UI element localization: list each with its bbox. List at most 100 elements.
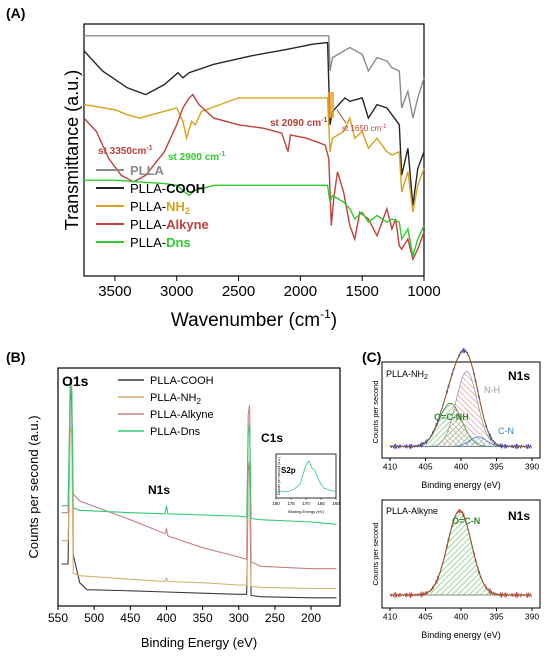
annotation-st2090: st 2090 cm-1 (270, 117, 327, 129)
series-a-cooh (83, 41, 425, 206)
axis-a-tick-label-2000: 2000 (284, 283, 317, 300)
chart-c1-comp-cn: C-N (498, 426, 514, 436)
inset-tick-label-170: 170 (302, 501, 310, 506)
axis-a-tick-label-1000: 1000 (407, 283, 440, 300)
chart-c1-tick-label-395: 395 (489, 462, 503, 472)
inset-frame (275, 453, 337, 499)
chart-c2-tick-label-405: 405 (418, 612, 432, 622)
peak-label-o1s: O1s (62, 373, 89, 389)
chart-c1-ticks: 410 405 400 395 390 (383, 458, 539, 472)
legend-b-cooh: PLLA-COOH (150, 375, 214, 387)
chart-b-legend: PLLA-COOH PLLA-NH2 PLLA-Alkyne PLLA-Dns (118, 375, 214, 438)
chart-b-xlabel: Binding Energy (eV) (141, 635, 257, 650)
legend-nh2: PLLA-NH2 (130, 199, 190, 216)
peak-label-n1s: N1s (148, 483, 170, 497)
chart-a-frame (83, 23, 425, 277)
series-b-alkyne (61, 377, 337, 570)
legend-alkyne: PLLA-Alkyne (130, 217, 209, 232)
chart-c1-envelope (390, 349, 532, 447)
chart-c2-plot (389, 508, 532, 599)
annotation-st2900: st 2900 cm-1 (168, 151, 225, 163)
axis-b-tick-label-350: 350 (193, 611, 213, 625)
chart-c1-tick-label-405: 405 (418, 462, 432, 472)
axis-b-tick-label-250: 250 (265, 611, 285, 625)
chart-c2: 410 405 400 395 390 PLLA-Alkyne N1s O=C-N Bi… (371, 499, 541, 640)
chart-c1-xlabel: Binding energy (eV) (421, 480, 501, 490)
axis-b-tick-label-450: 450 (120, 611, 140, 625)
inset-ticks: 180 175 170 165 160 (272, 498, 340, 506)
chart-c2-xlabel: Binding energy (eV) (421, 630, 501, 640)
axis-b-tick-label-500: 500 (84, 611, 104, 625)
series-a-nh2 (83, 97, 425, 213)
panel-label-a: (A) (6, 5, 25, 21)
chart-c2-envelope (390, 510, 532, 596)
chart-c2-tick-label-400: 400 (454, 612, 468, 622)
highlight-band-1650 (328, 92, 334, 118)
chart-a-ticks: 3500 3000 2500 2000 1500 1000 (98, 276, 441, 300)
axis-b-tick-label-300: 300 (229, 611, 249, 625)
inset-tick-label-175: 175 (287, 501, 295, 506)
chart-c2-peak: N1s (508, 509, 530, 523)
chart-c2-tick-label-395: 395 (489, 612, 503, 622)
legend-cooh: PLLA-COOH (130, 181, 205, 196)
legend-dns: PLLA-Dns (130, 235, 191, 250)
axis-b-tick-label-550: 550 (48, 611, 68, 625)
axis-a-tick-label-2500: 2500 (222, 283, 255, 300)
axis-a-tick-label-1500: 1500 (345, 283, 378, 300)
chart-c1-tick-label-410: 410 (383, 462, 397, 472)
chart-a-legend: PLLA PLLA-COOH PLLA-NH2 PLLA-Alkyne PLLA… (96, 163, 209, 250)
annotation-st1650: st 1650 cm-1 (342, 124, 387, 133)
axis-b-tick-label-400: 400 (156, 611, 176, 625)
inset-ylabel: Counts per second (a.u.) (277, 457, 281, 496)
inset-tick-label-180: 180 (272, 501, 280, 506)
chart-c2-tick-label-390: 390 (525, 612, 539, 622)
peak-label-c1s: C1s (261, 431, 283, 445)
legend-plla: PLLA (130, 163, 165, 178)
chart-c1-tick-label-390: 390 (525, 462, 539, 472)
inset-tick-label-160: 160 (332, 501, 340, 506)
series-a-alkyne (83, 93, 425, 262)
chart-b-ylabel: Counts per second (a.u.) (26, 415, 41, 558)
chart-c1-sample: PLLA-NH2 (386, 369, 428, 381)
inset-series (275, 460, 337, 493)
series-b-dns (61, 386, 337, 525)
chart-a-series (83, 35, 425, 262)
chart-c2-tick-label-410: 410 (383, 612, 397, 622)
chart-b-series (61, 377, 337, 599)
chart-c1-plot (389, 347, 532, 450)
chart-c2-sample: PLLA-Alkyne (386, 506, 438, 516)
chart-c2-comp-ocn: O=C-N (452, 516, 480, 526)
series-a-dns (84, 179, 425, 256)
chart-b: 550 500 450 400 350 300 250 200 Binding Energy … (26, 367, 341, 650)
annotation-st3350: st 3350cm-1 (98, 145, 153, 157)
chart-c1-comp-ocnh: O=C-NH (434, 412, 469, 422)
chart-b-ticks: 550 500 450 400 350 300 250 200 (48, 606, 321, 625)
legend-b-dns: PLLA-Dns (150, 426, 201, 438)
chart-c1: 410 405 400 395 390 PLLA-NH2 N1s O=C-NH N-H … (371, 347, 541, 490)
chart-a-ylabel: Transmittance (a.u.) (62, 70, 82, 230)
inset-xlabel: Binding Energy (eV) (288, 509, 324, 514)
panel-label-c: (C) (362, 349, 381, 365)
chart-c2-ticks: 410 405 400 395 390 (383, 608, 539, 622)
axis-a-tick-label-3500: 3500 (98, 283, 131, 300)
chart-c2-ylabel: Counts per second (371, 523, 380, 586)
chart-b-inset: 180 175 170 165 160 S2p Binding Energy (eV) … (272, 453, 340, 514)
chart-c1-ylabel: Counts per second (371, 381, 380, 444)
panel-label-b: (B) (6, 349, 25, 365)
chart-c1-tick-label-400: 400 (454, 462, 468, 472)
inset-tick-label-165: 165 (317, 501, 325, 506)
axis-b-tick-label-200: 200 (301, 611, 321, 625)
series-a-plla (84, 35, 425, 119)
chart-b-frame (57, 367, 341, 607)
legend-b-alkyne: PLLA-Alkyne (150, 409, 214, 421)
annotation-arrow-1650 (336, 109, 347, 124)
legend-b-nh2: PLLA-NH2 (150, 392, 201, 406)
axis-a-tick-label-3000: 3000 (160, 283, 193, 300)
chart-c1-comp-nh: N-H (484, 385, 500, 395)
inset-title: S2p (281, 466, 296, 475)
inset-series-line (275, 460, 337, 493)
chart-a-xlabel: Wavenumber (cm-1) (171, 307, 337, 331)
chart-a: 3500 3000 2500 2000 1500 1000 Wavenumber (cm-… (62, 23, 441, 331)
chart-c1-peak: N1s (508, 369, 530, 383)
